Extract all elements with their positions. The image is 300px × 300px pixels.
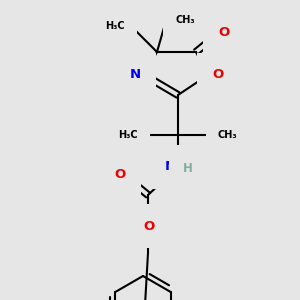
Text: O: O [212,68,224,82]
Text: O: O [143,220,155,232]
Text: N: N [129,68,141,82]
Text: CH₃: CH₃ [175,15,195,25]
Text: N: N [164,160,175,173]
Text: H₃C: H₃C [118,130,138,140]
Text: O: O [114,169,126,182]
Text: H: H [183,163,193,176]
Text: O: O [218,26,230,38]
Text: H₃C: H₃C [105,21,125,31]
Text: CH₃: CH₃ [218,130,238,140]
